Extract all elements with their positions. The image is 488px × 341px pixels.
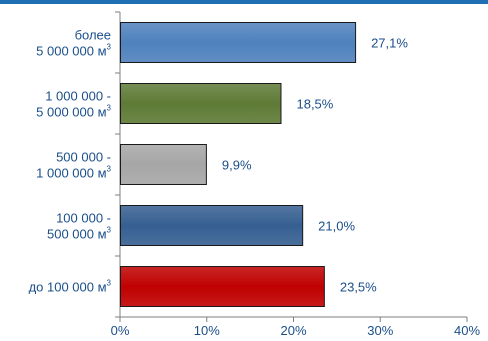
category-label: 1 000 000 м3 [36, 165, 111, 181]
bar [120, 205, 304, 246]
bar-value-label: 23,5% [340, 280, 377, 295]
category-label: 1 000 000 - [45, 89, 111, 104]
top-rule [0, 0, 488, 4]
superscript: 3 [107, 226, 112, 235]
bar-value-label: 18,5% [296, 97, 333, 112]
category-label: более [75, 28, 111, 43]
bar [120, 83, 282, 124]
superscript: 3 [107, 279, 112, 288]
x-tick-label: 20% [280, 323, 306, 338]
x-tick-label: 40% [454, 323, 480, 338]
category-label: до 100 000 м3 [29, 279, 112, 295]
x-tick-label: 0% [111, 323, 130, 338]
bar [120, 22, 357, 63]
x-tick-label: 10% [194, 323, 220, 338]
superscript: 3 [107, 104, 112, 113]
category-label: 500 000 м3 [47, 226, 112, 242]
bar-value-label: 9,9% [222, 158, 252, 173]
category-label: 5 000 000 м3 [36, 104, 111, 120]
bar-value-label: 21,0% [318, 219, 355, 234]
category-label: 100 000 - [56, 211, 111, 226]
superscript: 3 [107, 43, 112, 52]
bar [120, 266, 325, 307]
x-tick-label: 30% [367, 323, 393, 338]
category-label: 5 000 000 м3 [36, 43, 111, 59]
bar [120, 144, 207, 185]
category-label: 500 000 - [56, 150, 111, 165]
superscript: 3 [107, 165, 112, 174]
bar-value-label: 27,1% [371, 36, 408, 51]
